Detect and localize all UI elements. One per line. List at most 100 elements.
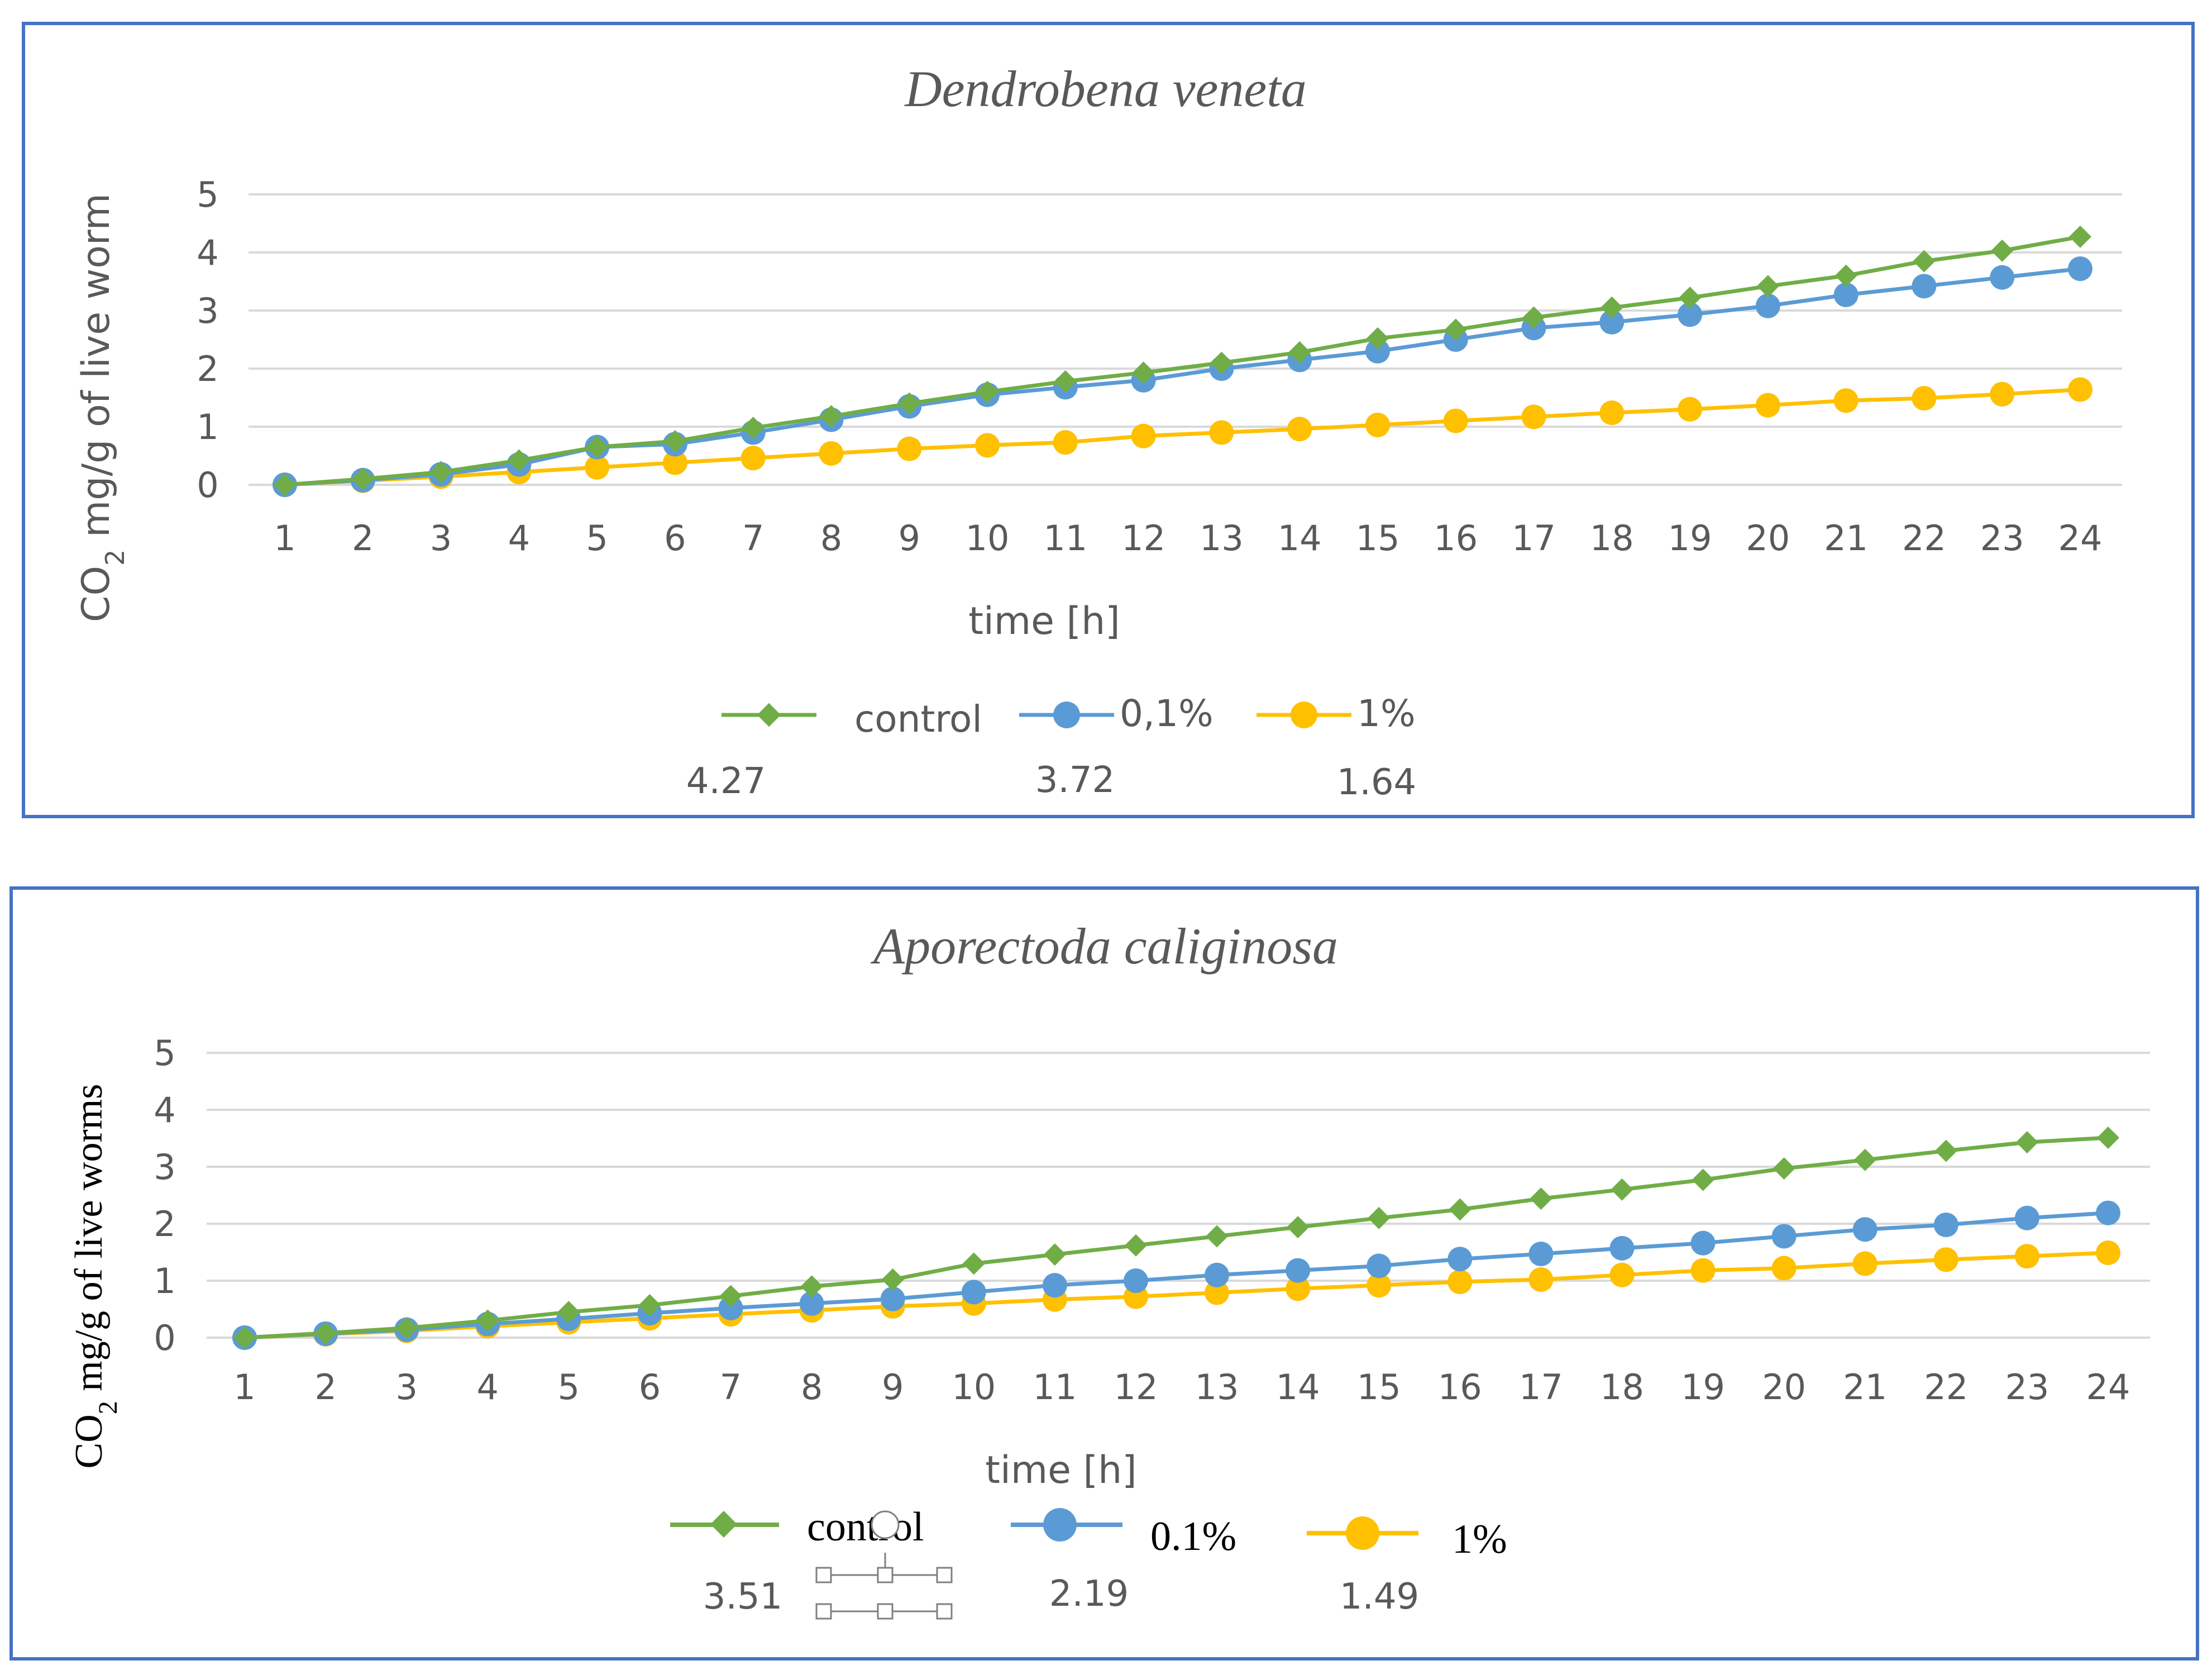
data-point — [557, 1301, 580, 1324]
data-point — [662, 450, 687, 475]
rotate-handle[interactable] — [871, 1510, 900, 1539]
legend-label-control: control — [807, 1504, 924, 1550]
y-tick-label: 4 — [154, 1090, 175, 1130]
data-point — [1853, 1148, 1876, 1171]
y-tick-label: 1 — [197, 407, 218, 447]
data-point — [740, 446, 766, 471]
x-tick-label: 20 — [1746, 518, 1790, 559]
y-tick-label: 2 — [154, 1204, 175, 1244]
final-value-0-1pct: 2.19 — [1049, 1573, 1129, 1615]
resize-handle[interactable] — [936, 1567, 953, 1583]
data-point — [1773, 1157, 1795, 1180]
data-point — [1852, 1251, 1877, 1276]
x-axis-label: time [h] — [968, 599, 1120, 643]
data-point — [1365, 412, 1390, 437]
legend: control 0,1% 1% 4.27 3.72 1.64 — [686, 692, 1417, 803]
data-point — [881, 1268, 904, 1291]
data-point — [2014, 1205, 2039, 1230]
data-point — [2096, 1200, 2120, 1225]
series-line-1pct — [244, 1251, 2109, 1340]
y-axis-label: CO2 mg/g of live worms — [68, 1084, 123, 1469]
x-axis-label: time [h] — [985, 1448, 1136, 1492]
data-point — [2097, 1126, 2119, 1149]
final-value-1pct: 1.64 — [1337, 762, 1417, 803]
x-tick-label: 21 — [1824, 518, 1868, 559]
legend: control 0.1% 1% 3.51 2.19 1.49 — [670, 1504, 1507, 1620]
data-point — [2068, 377, 2092, 402]
y-axis-label: CO2 mg/g of live worm — [74, 193, 130, 622]
final-value-1pct: 1.49 — [1340, 1576, 1420, 1617]
final-value-control: 3.51 — [703, 1576, 783, 1617]
x-tick-label: 8 — [801, 1367, 823, 1407]
data-point — [1521, 404, 1546, 430]
legend-marker-control — [757, 703, 781, 727]
data-point — [1209, 420, 1234, 445]
series-group — [273, 225, 2092, 497]
data-point — [1205, 1280, 1230, 1305]
chart-title: Dendrobena veneta — [904, 60, 1307, 117]
data-point — [898, 392, 921, 415]
data-point — [1601, 296, 1623, 319]
series-line-control — [244, 1135, 2109, 1340]
resize-handle[interactable] — [936, 1603, 953, 1620]
data-point — [719, 1285, 742, 1308]
data-point — [1366, 327, 1389, 350]
y-tick-label: 5 — [197, 174, 218, 215]
data-point — [1368, 1206, 1391, 1229]
data-point — [897, 436, 922, 461]
data-point — [1679, 287, 1702, 309]
x-tick-label: 24 — [2058, 518, 2103, 559]
data-point — [1132, 361, 1155, 384]
data-point — [1934, 1139, 1957, 1162]
selection-handles[interactable] — [815, 1510, 953, 1620]
x-tick-label: 17 — [1512, 518, 1556, 559]
chart-frame — [9, 886, 2199, 1661]
x-tick-label: 21 — [1843, 1367, 1887, 1407]
data-point — [1690, 1258, 1716, 1283]
x-tick-label: 4 — [477, 1367, 499, 1407]
data-point — [880, 1286, 905, 1311]
x-tick-label: 7 — [720, 1367, 742, 1407]
x-tick-label: 2 — [352, 518, 374, 559]
x-tick-label: 9 — [882, 1367, 904, 1407]
data-point — [1286, 1258, 1311, 1283]
data-point — [1444, 318, 1467, 341]
data-point — [274, 474, 296, 496]
y-tick-label: 3 — [154, 1147, 175, 1187]
data-point — [1054, 370, 1077, 393]
legend-label-0-1pct: 0,1% — [1120, 692, 1214, 735]
data-point — [1447, 1270, 1473, 1295]
data-point — [1131, 423, 1156, 448]
data-point — [1834, 264, 1857, 287]
data-point — [1599, 400, 1625, 426]
data-point — [819, 441, 844, 466]
x-tick-label: 19 — [1681, 1367, 1725, 1407]
resize-handle[interactable] — [877, 1603, 894, 1620]
data-point — [1042, 1273, 1067, 1298]
data-point — [1447, 1247, 1473, 1272]
data-point — [663, 430, 686, 452]
data-point — [1365, 338, 1390, 364]
x-tick-label: 13 — [1200, 518, 1244, 559]
data-point — [233, 1327, 256, 1349]
legend-marker-1pct — [1346, 1516, 1379, 1550]
data-point — [1990, 265, 2015, 290]
data-point — [429, 461, 452, 484]
resize-handle[interactable] — [815, 1603, 832, 1620]
x-tick-label: 10 — [952, 1367, 996, 1407]
data-point — [1522, 306, 1545, 329]
x-tick-label: 11 — [1033, 1367, 1077, 1407]
x-tick-label: 3 — [430, 518, 452, 559]
resize-handle[interactable] — [815, 1567, 832, 1583]
data-point — [314, 1321, 337, 1344]
x-tick-label: 18 — [1600, 1367, 1644, 1407]
data-point — [1210, 351, 1233, 374]
data-point — [1755, 393, 1780, 418]
resize-handle[interactable] — [877, 1567, 894, 1583]
x-tick-label: 10 — [966, 518, 1010, 559]
data-point — [638, 1294, 661, 1316]
x-tick-label: 22 — [1902, 518, 1946, 559]
x-tick-label: 5 — [586, 518, 608, 559]
y-tick-label: 5 — [154, 1033, 175, 1073]
